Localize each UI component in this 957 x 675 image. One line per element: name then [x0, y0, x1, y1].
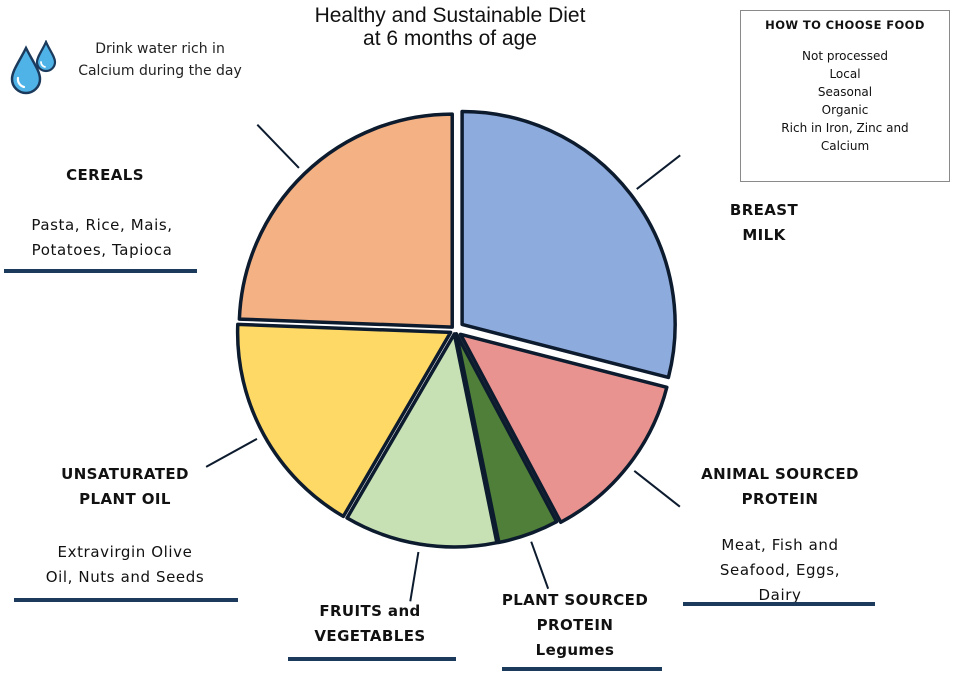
label-animal-protein-heading-1: ANIMAL SOURCED — [701, 465, 859, 483]
water-drops-icon — [10, 40, 57, 95]
label-plant-protein-heading-1: PLANT SOURCED — [501, 591, 649, 609]
pie-slice-cereals — [237, 112, 454, 329]
water-note-line-2: Calcium during the day — [78, 63, 242, 79]
choose-item-seasonal: Seasonal — [817, 85, 873, 99]
leader-line-breast-milk — [636, 154, 681, 190]
pie-slices — [235, 109, 677, 549]
water-note: Drink water rich in Calcium during the d… — [60, 38, 260, 82]
pie-slice-animal-protein — [458, 332, 669, 525]
choose-item-local: Local — [829, 67, 861, 81]
water-note-line-1: Drink water rich in — [95, 41, 225, 57]
label-plant-protein: PLANT SOURCED PROTEIN Legumes — [475, 588, 675, 663]
label-cereals-desc: Pasta, Rice, Mais, Potatoes, Tapioca — [2, 213, 202, 263]
choose-item-rich-in: Rich in Iron, Zinc and Calcium — [781, 121, 909, 153]
pie-slice-fruits-veg — [345, 332, 499, 549]
label-fruits-veg-heading-2: VEGETABLES — [314, 627, 426, 645]
underline-fruits-veg — [288, 657, 456, 661]
underline-animal-protein — [683, 602, 875, 606]
label-plant-oil-desc-line-1: Extravirgin Olive — [57, 543, 193, 561]
chart-title-line-2: at 6 months of age — [363, 27, 537, 50]
leader-line-cereals — [256, 124, 300, 169]
label-cereals-heading: CEREALS — [66, 166, 144, 184]
label-animal-protein-desc-line-1: Meat, Fish and — [721, 536, 839, 554]
label-plant-oil-desc: Extravirgin Olive Oil, Nuts and Seeds — [14, 540, 236, 590]
underline-plant-protein — [502, 667, 662, 671]
pie-slice-plant-protein — [454, 332, 559, 545]
leader-line-plant-protein — [530, 541, 550, 590]
label-fruits-veg: FRUITS and VEGETABLES — [280, 599, 460, 649]
label-cereals-desc-line-1: Pasta, Rice, Mais, — [31, 216, 173, 234]
underline-plant-oil — [14, 598, 238, 602]
label-animal-protein-desc: Meat, Fish and Seafood, Eggs, Dairy — [680, 533, 880, 608]
how-to-choose-title: HOW TO CHOOSE FOOD — [765, 18, 925, 32]
label-plant-protein-heading-2: PROTEIN — [536, 616, 614, 634]
how-to-choose-box: HOW TO CHOOSE FOOD Not processed Local S… — [740, 10, 950, 182]
label-breast-milk-heading-2: MILK — [742, 226, 786, 244]
leader-lines — [205, 124, 681, 602]
leader-line-plant-oil — [205, 438, 258, 468]
label-plant-oil-desc-line-2: Oil, Nuts and Seeds — [45, 568, 205, 586]
label-cereals: CEREALS — [20, 163, 190, 188]
how-to-choose-list: Not processed Local Seasonal Organic Ric… — [741, 47, 949, 155]
label-cereals-desc-line-2: Potatoes, Tapioca — [31, 241, 173, 259]
leader-line-animal-protein — [633, 470, 681, 508]
label-fruits-veg-heading-1: FRUITS and — [319, 602, 421, 620]
label-animal-protein-desc-line-3: Dairy — [758, 586, 802, 604]
underline-cereals — [4, 269, 197, 273]
label-plant-protein-desc: Legumes — [535, 641, 615, 659]
label-plant-oil-heading-2: PLANT OIL — [79, 490, 171, 508]
label-animal-protein-desc-line-2: Seafood, Eggs, — [719, 561, 841, 579]
label-animal-protein-heading-2: PROTEIN — [741, 490, 819, 508]
label-plant-oil-heading-1: UNSATURATED — [61, 465, 189, 483]
pie-slice-breast-milk — [460, 109, 677, 380]
choose-item-organic: Organic — [821, 103, 869, 117]
label-animal-protein: ANIMAL SOURCED PROTEIN — [670, 462, 890, 512]
choose-item-not-processed: Not processed — [802, 49, 888, 63]
leader-line-fruits-veg — [409, 551, 420, 602]
label-breast-milk: BREAST MILK — [714, 198, 814, 248]
label-plant-oil: UNSATURATED PLANT OIL — [30, 462, 220, 512]
pie-slice-plant-oil — [235, 322, 453, 519]
label-breast-milk-heading-1: BREAST — [729, 201, 799, 219]
chart-title-line-1: Healthy and Sustainable Diet — [314, 4, 586, 27]
chart-title: Healthy and Sustainable Diet at 6 months… — [250, 4, 650, 50]
